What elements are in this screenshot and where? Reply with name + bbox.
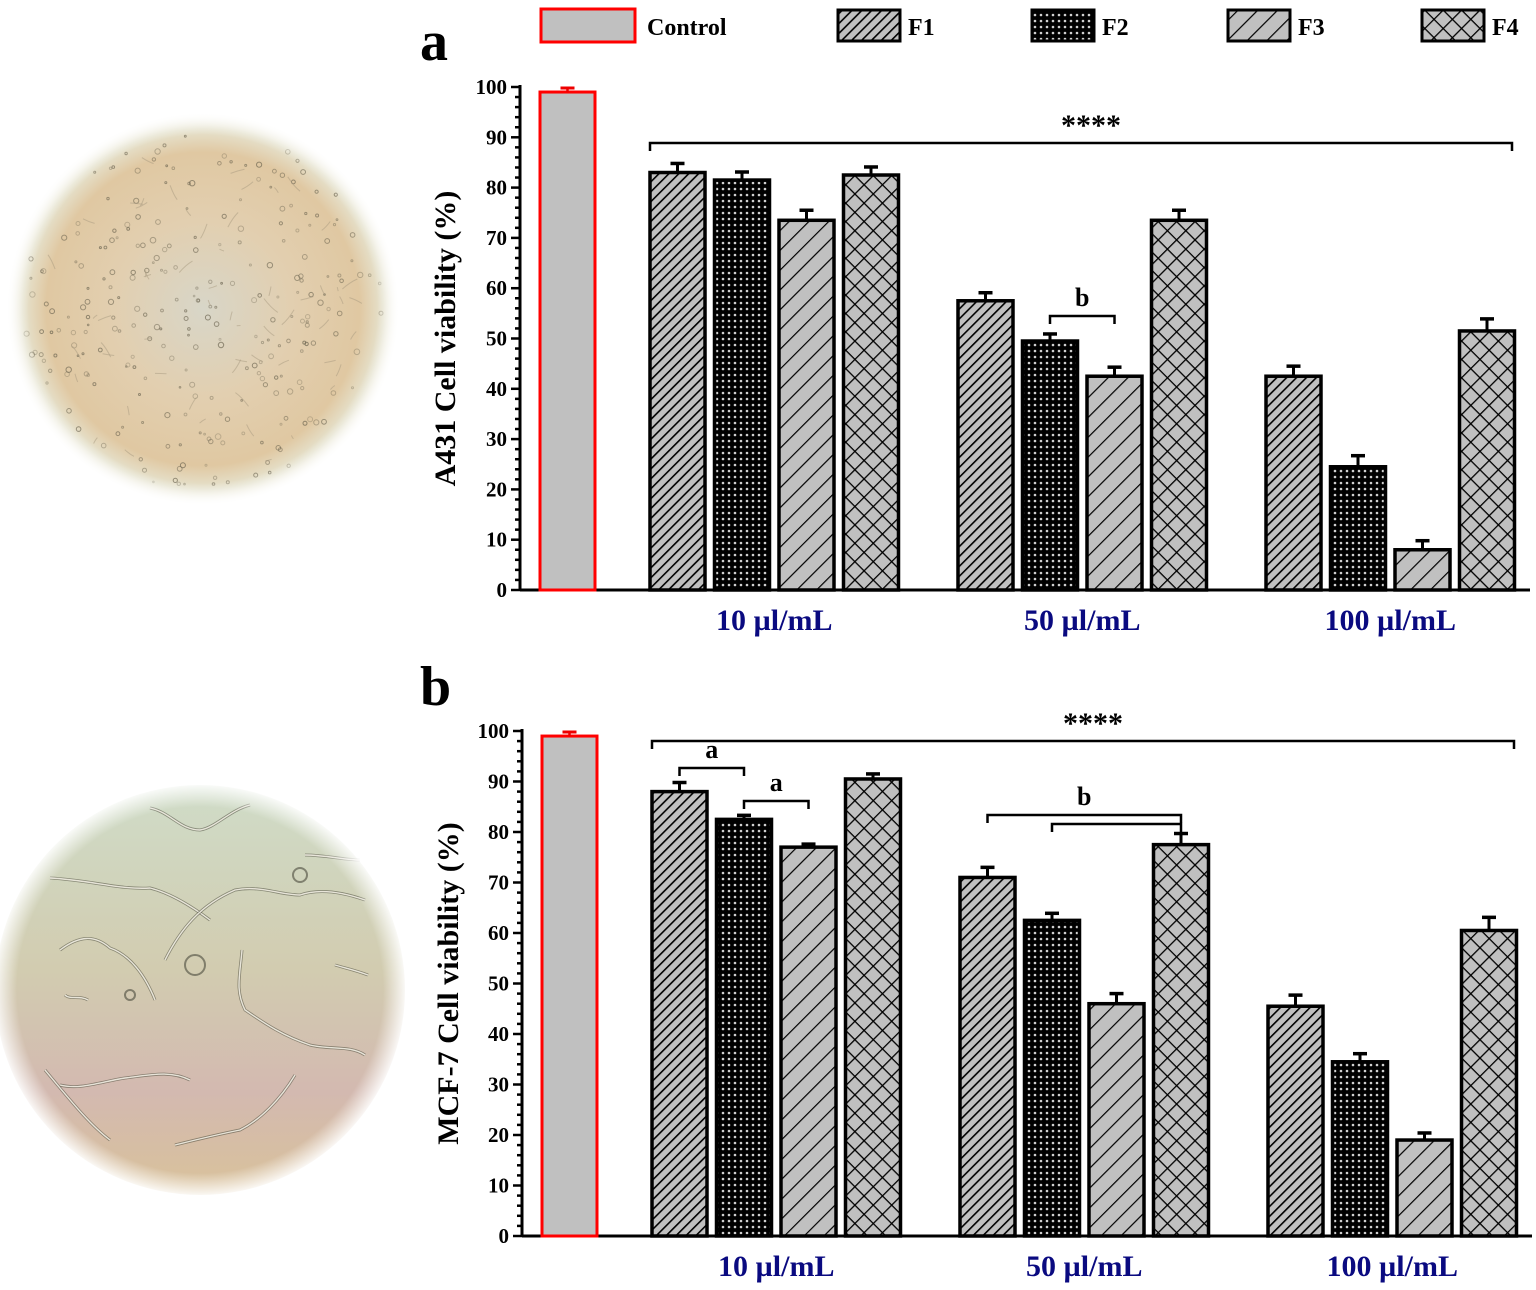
significance-bracket <box>678 766 746 776</box>
bar-F3-0 <box>777 218 836 592</box>
significance-bracket <box>1048 314 1116 324</box>
bar-control <box>540 734 599 1238</box>
y-tick-label: 0 <box>499 1224 510 1248</box>
bar-F3-2 <box>1393 548 1452 592</box>
y-tick-label: 100 <box>476 75 508 99</box>
legend-label-F1: F1 <box>908 15 935 41</box>
micrograph-b-vignette <box>0 782 408 1198</box>
bar-F1-0 <box>650 789 709 1238</box>
bar-F1-2 <box>1264 374 1323 592</box>
y-tick-label: 80 <box>486 176 507 200</box>
legend: Control F1 F2 F3 F4 <box>539 7 1519 44</box>
significance-stars: **** <box>1063 707 1123 740</box>
panel-letter: b <box>420 656 451 718</box>
legend-swatch-control <box>539 7 637 44</box>
significance-letter: a <box>705 735 718 764</box>
y-axis-label: A431 Cell viability (%) <box>429 191 462 487</box>
legend-swatch-F1 <box>836 8 902 43</box>
legend-label-F4: F4 <box>1492 15 1519 41</box>
micrograph-a-vignette <box>5 111 401 507</box>
bar-F2-0 <box>712 178 772 592</box>
bar-F4-1 <box>1149 218 1209 592</box>
bar-F3-1 <box>1085 374 1144 592</box>
bar-F2-2 <box>1330 1060 1390 1238</box>
y-axis-label: MCF-7 Cell viability (%) <box>432 822 465 1144</box>
y-tick-label: 80 <box>488 820 509 844</box>
bar-F1-1 <box>956 299 1015 592</box>
x-category-label: 50 µl/mL <box>1026 1250 1142 1283</box>
legend-label-F3: F3 <box>1298 15 1325 41</box>
y-tick-label: 20 <box>486 477 507 501</box>
y-tick-label: 20 <box>488 1123 509 1147</box>
bar-F3-0 <box>779 845 838 1238</box>
bar-F2-0 <box>714 817 774 1238</box>
legend-item-F2: F2 <box>1030 8 1129 43</box>
bar-control <box>538 90 597 592</box>
bar-F2-1 <box>1020 339 1080 592</box>
significance-stars: **** <box>1061 109 1121 142</box>
significance-bracket <box>650 739 1516 749</box>
y-tick-label: 30 <box>486 427 507 451</box>
y-tick-label: 50 <box>488 972 509 996</box>
legend-item-F1: F1 <box>836 8 935 43</box>
y-tick-label: 40 <box>488 1022 509 1046</box>
legend-swatch-F2 <box>1030 8 1096 43</box>
x-category-label: 10 µl/mL <box>716 604 832 637</box>
legend-item-control: Control <box>539 7 727 44</box>
bar-F4-2 <box>1457 329 1517 592</box>
bar-F4-0 <box>843 777 903 1238</box>
bar-F1-1 <box>958 875 1017 1238</box>
x-category-label: 100 µl/mL <box>1327 1250 1458 1283</box>
x-category-label: 10 µl/mL <box>718 1250 834 1283</box>
significance-bracket <box>1050 822 1183 832</box>
y-tick-label: 90 <box>488 770 509 794</box>
y-tick-label: 40 <box>486 377 507 401</box>
legend-item-F3: F3 <box>1226 8 1325 43</box>
bar-F4-1 <box>1151 842 1211 1238</box>
bar-F2-2 <box>1328 465 1388 592</box>
micrograph-a <box>5 111 401 507</box>
bar-F3-1 <box>1087 1001 1146 1238</box>
legend-item-F4: F4 <box>1420 8 1519 43</box>
legend-swatch-F3 <box>1226 8 1292 43</box>
micrograph-b <box>0 782 408 1198</box>
bar-F1-0 <box>648 170 707 592</box>
significance-bracket <box>648 141 1514 151</box>
legend-label-F2: F2 <box>1102 15 1129 41</box>
y-tick-label: 10 <box>488 1174 509 1198</box>
y-tick-label: 30 <box>488 1073 509 1097</box>
bar-F1-2 <box>1266 1004 1325 1238</box>
legend-label-control: Control <box>647 15 727 41</box>
significance-bracket <box>986 813 1183 823</box>
bar-F3-2 <box>1395 1138 1454 1238</box>
panel-letter: a <box>420 11 448 73</box>
x-category-label: 100 µl/mL <box>1325 604 1456 637</box>
chart-b: b MCF-7 Cell viability (%) 0 10 20 30 40 50 60 70… <box>420 656 1532 1283</box>
y-tick-label: 90 <box>486 125 507 149</box>
bar-F2-1 <box>1022 918 1082 1238</box>
y-tick-label: 70 <box>488 871 509 895</box>
legend-swatch-F4 <box>1420 8 1486 43</box>
y-tick-label: 60 <box>488 921 509 945</box>
bar-F4-0 <box>841 173 901 592</box>
bar-F4-2 <box>1459 928 1519 1238</box>
significance-letter: b <box>1077 782 1091 811</box>
y-tick-label: 0 <box>497 578 508 602</box>
y-tick-label: 60 <box>486 276 507 300</box>
y-tick-label: 70 <box>486 226 507 250</box>
significance-letter: b <box>1075 283 1089 312</box>
chart-a: a A431 Cell viability (%) 0 10 20 30 40 50 60 70 8… <box>420 11 1530 637</box>
significance-letter: a <box>770 768 783 797</box>
y-tick-label: 50 <box>486 327 507 351</box>
y-tick-label: 10 <box>486 528 507 552</box>
significance-bracket <box>742 799 810 809</box>
x-category-label: 50 µl/mL <box>1024 604 1140 637</box>
y-tick-label: 100 <box>478 719 510 743</box>
